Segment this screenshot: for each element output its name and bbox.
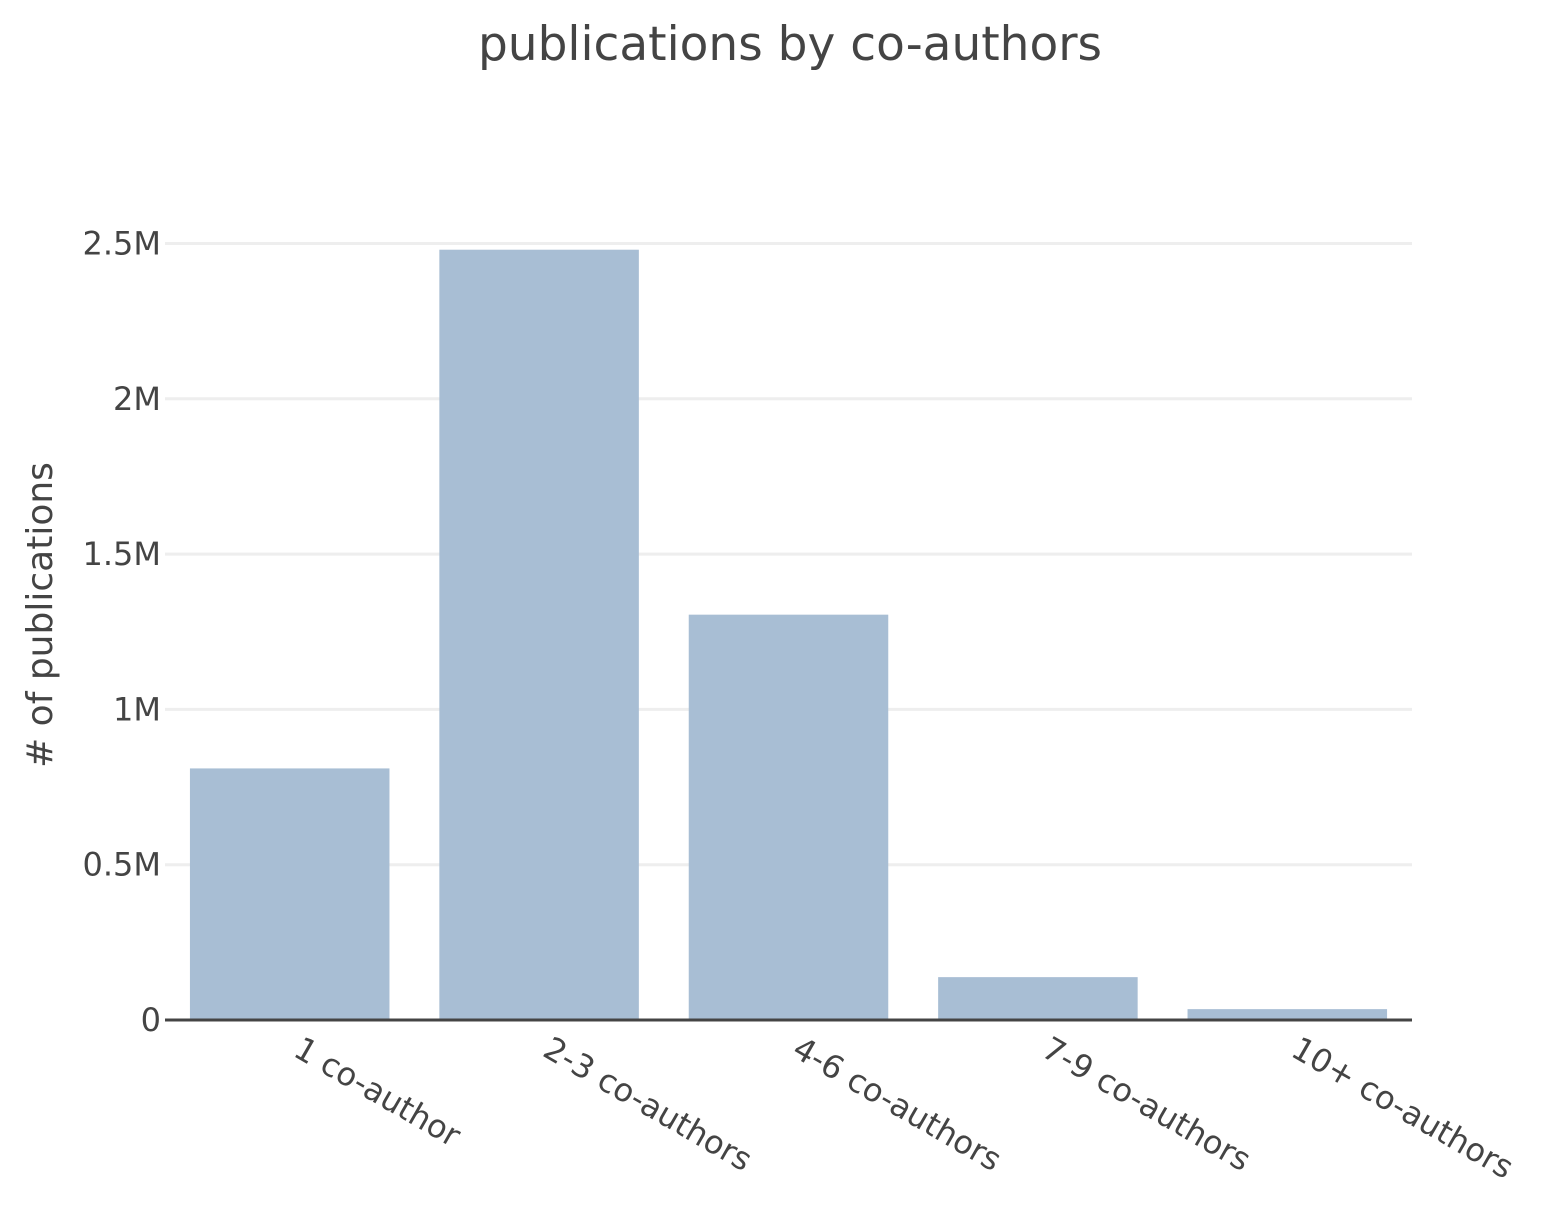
chart-title: publications by co-authors — [478, 17, 1102, 72]
bar-2-3-co-authors[interactable] — [439, 249, 639, 1020]
bar-1-co-author[interactable] — [189, 768, 390, 1020]
y-tick-label: 0 — [141, 1001, 161, 1039]
y-tick-label: 2.5M — [83, 225, 162, 263]
bar-10-co-authors[interactable] — [1187, 1009, 1388, 1020]
gridlines — [165, 242, 1412, 867]
x-tick-label: 10+ co-authors — [1285, 1029, 1520, 1186]
bar-7-9-co-authors[interactable] — [938, 977, 1138, 1020]
y-tick-label: 1M — [113, 690, 161, 728]
x-tick-labels: 1 co-author 2-3 co-authors 4-6 co-authors 7… — [288, 1029, 1520, 1186]
x-tick-label: 4-6 co-authors — [787, 1029, 1009, 1179]
x-tick-label: 7-9 co-authors — [1036, 1029, 1258, 1179]
y-tick-label: 2M — [113, 380, 161, 418]
bar-4-6-co-authors[interactable] — [688, 614, 889, 1020]
y-tick-labels: 0 0.5M 1M 1.5M 2M 2.5M — [83, 225, 162, 1040]
y-axis-title: # of publications — [20, 462, 61, 768]
bars — [189, 249, 1388, 1020]
y-tick-label: 1.5M — [83, 535, 162, 573]
y-tick-label: 0.5M — [83, 846, 162, 884]
x-tick-label: 1 co-author — [288, 1029, 468, 1155]
x-tick-label: 2-3 co-authors — [537, 1029, 759, 1179]
